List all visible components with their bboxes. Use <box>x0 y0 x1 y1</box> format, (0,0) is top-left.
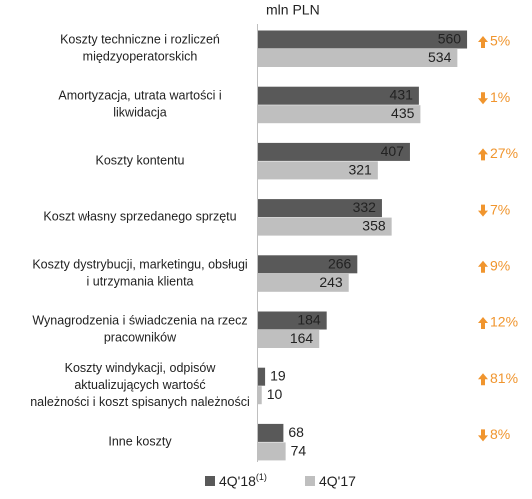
change-arrow <box>478 260 488 273</box>
category-label: Inne koszty <box>108 435 172 449</box>
change-arrow <box>478 204 488 217</box>
change-label: 7% <box>490 201 510 217</box>
category-label: Koszty techniczne i rozliczeń międzyopera… <box>60 33 220 64</box>
legend-name: 4Q'18 <box>219 473 256 489</box>
bar <box>258 255 358 274</box>
change-label: 5% <box>490 33 510 49</box>
legend-note: (1) <box>256 472 267 482</box>
value-label: 10 <box>267 386 283 402</box>
category-label: Koszty kontentu <box>96 154 185 168</box>
bar <box>258 86 419 105</box>
category-label: Amortyzacja, utrata wartości i likwidacja <box>58 89 221 120</box>
category-line: Wynagrodzenia i świadczenia na rzecz <box>32 314 247 328</box>
value-label: 74 <box>291 442 307 458</box>
change-arrow <box>478 317 488 329</box>
legend-label: 4Q'17 <box>319 473 356 489</box>
category-line: pracowników <box>104 331 177 345</box>
value-label: 184 <box>297 311 321 327</box>
category-line: Koszty dystrybucji, marketingu, obsługi <box>32 258 247 272</box>
bar <box>258 442 286 461</box>
value-label: 560 <box>438 30 462 46</box>
value-label: 321 <box>348 161 372 177</box>
bar <box>258 142 410 161</box>
bar <box>258 199 382 218</box>
value-label: 534 <box>428 49 452 65</box>
bar <box>258 217 392 236</box>
change-label: 12% <box>490 314 518 330</box>
bar <box>258 423 284 442</box>
bar <box>258 49 458 67</box>
legend-label: 4Q'18(1) <box>219 472 267 488</box>
bar <box>258 30 468 49</box>
category-line: Amortyzacja, utrata wartości i <box>58 89 221 103</box>
bar <box>258 330 320 348</box>
bar <box>258 273 349 292</box>
bar <box>258 105 421 124</box>
change-label: 1% <box>490 89 510 105</box>
value-label: 243 <box>319 274 343 290</box>
value-label: 435 <box>391 105 415 121</box>
change-label: 81% <box>490 370 518 386</box>
category-line: Koszt własny sprzedanego sprzętu <box>43 210 236 224</box>
category-line: Koszty windykacji, odpisów <box>65 361 217 375</box>
legend-name: 4Q'17 <box>319 473 356 489</box>
change-arrow <box>478 373 488 386</box>
legend-swatch <box>205 476 215 486</box>
value-label: 68 <box>288 424 304 440</box>
value-label: 19 <box>270 368 286 384</box>
unit-label: mln PLN <box>266 2 320 18</box>
bar <box>258 386 262 405</box>
value-label: 164 <box>290 330 314 346</box>
bar <box>258 367 266 386</box>
category-line: i utrzymania klienta <box>87 275 194 289</box>
value-label: 358 <box>362 218 386 234</box>
category-line: międzyoperatorskich <box>83 50 198 64</box>
category-label: Wynagrodzenia i świadczenia na rzecz prac… <box>32 314 247 345</box>
change-arrow <box>478 148 488 161</box>
value-label: 332 <box>353 199 377 215</box>
category-line: Inne koszty <box>108 435 172 449</box>
category-label: Koszt własny sprzedanego sprzętu <box>43 210 236 224</box>
category-line: aktualizujących wartość <box>74 378 205 392</box>
legend-swatch <box>305 476 315 486</box>
category-line: likwidacja <box>113 106 167 120</box>
category-label: Koszty dystrybucji, marketingu, obsługi i… <box>32 258 247 289</box>
change-arrow <box>478 92 488 105</box>
change-label: 9% <box>490 258 510 274</box>
category-line: Koszty kontentu <box>96 154 185 168</box>
bar <box>258 311 327 330</box>
category-line: Koszty techniczne i rozliczeń <box>60 33 220 47</box>
value-label: 431 <box>390 87 414 103</box>
value-label: 266 <box>328 255 352 271</box>
category-line: należności i koszt spisanych należności <box>30 395 250 409</box>
value-label: 407 <box>381 143 405 159</box>
change-arrow <box>478 429 488 442</box>
change-label: 8% <box>490 426 510 442</box>
change-label: 27% <box>490 145 518 161</box>
change-arrow <box>478 36 488 48</box>
category-label: Koszty windykacji, odpisów aktualizującyc… <box>30 361 250 409</box>
bar <box>258 161 378 180</box>
